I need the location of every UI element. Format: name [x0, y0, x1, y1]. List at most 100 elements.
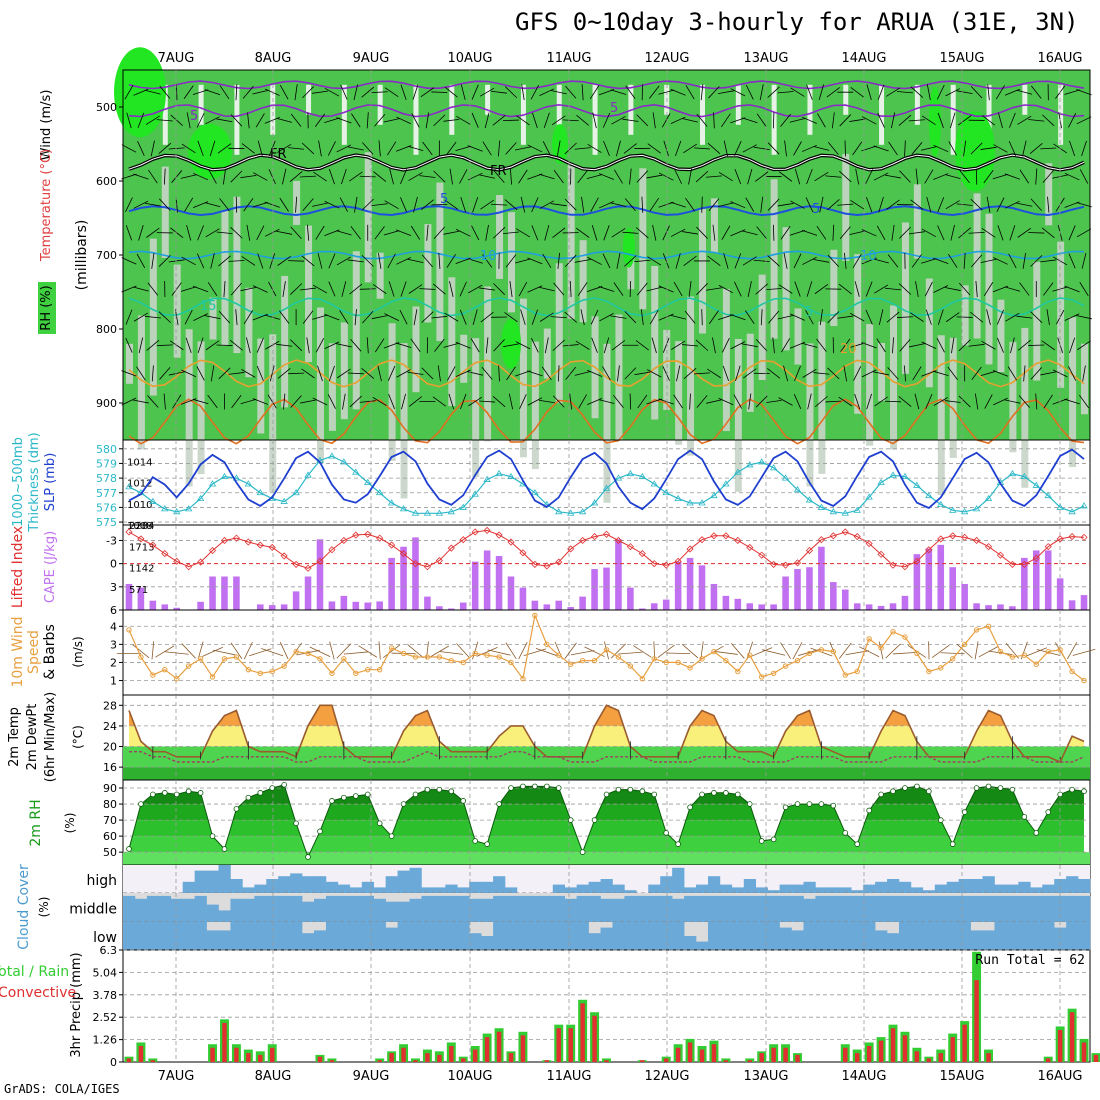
cloud-cover-bar [791, 930, 804, 950]
cloud-cover-bar [839, 887, 852, 893]
wind-barb [921, 341, 937, 350]
wind-barb [885, 174, 901, 179]
cape-bar [268, 605, 276, 610]
wind-barb [506, 366, 516, 381]
wind-barb [208, 169, 217, 184]
wind-barb [575, 340, 590, 350]
wind-barb [722, 365, 729, 382]
cloud-cover-bar [1006, 884, 1019, 893]
wind-barb [282, 281, 286, 298]
wind-barb [768, 310, 780, 324]
wind-barb [873, 371, 890, 376]
wind-barb [730, 341, 746, 350]
thickness-point [614, 474, 623, 481]
wind-barb [383, 230, 400, 236]
wind-barb [1076, 228, 1092, 238]
wind-barb [886, 87, 901, 97]
wind10m-barb [358, 645, 378, 658]
wind-barb [138, 225, 144, 241]
wind-barb [839, 114, 852, 127]
wind-barb [742, 144, 758, 153]
cape-bar [448, 608, 455, 610]
wind-barb [794, 168, 801, 185]
rh-dry-patch [161, 166, 169, 258]
cape-bar [770, 604, 777, 610]
wind-barb [839, 170, 852, 183]
wind-barb [815, 396, 828, 407]
wind-barb [241, 256, 256, 266]
wind-barb [755, 171, 769, 182]
wind-barb [121, 257, 137, 265]
contour-label: 10 [480, 249, 497, 264]
wind-barb [256, 337, 264, 353]
li-point [746, 543, 754, 551]
wind-barb [159, 367, 171, 380]
wind-barb [312, 90, 328, 94]
wind-barb [247, 112, 250, 129]
wind-barb [806, 84, 813, 100]
thickness-point [447, 508, 456, 515]
wind-barb [268, 281, 277, 297]
wind-barb [468, 396, 483, 407]
cloud-cover-bar [230, 879, 243, 893]
run-total-label: Run Total = 62 [975, 953, 1085, 968]
wind-barb [968, 343, 985, 347]
wind-barb [433, 114, 446, 127]
wind-barb [827, 141, 839, 155]
wind-barb [288, 372, 305, 375]
wind-barb [366, 112, 369, 129]
wind-barb [670, 314, 686, 320]
thickness-point [734, 468, 742, 475]
rh2m-point [520, 783, 526, 790]
thickness-point [352, 468, 360, 475]
wind-barb [814, 171, 829, 182]
cape-bar [257, 604, 264, 610]
wind10m-barb [956, 643, 973, 659]
cape-bar [388, 557, 395, 610]
wind-barb [705, 175, 722, 178]
wind-barb [602, 366, 611, 381]
dewpt-line [129, 750, 1085, 763]
cape-bar [818, 546, 825, 610]
pressure-tick-label: 600 [96, 175, 117, 188]
li-point [674, 557, 682, 565]
wind-barb [312, 284, 328, 294]
wind-barb [696, 226, 708, 239]
wind-barb [1005, 312, 1020, 322]
wind-barb [873, 172, 889, 181]
cape-bar [662, 599, 670, 610]
wind10m-barb [439, 651, 464, 655]
wind-barb [701, 196, 703, 213]
wind-barb [640, 309, 644, 326]
cape-bar [639, 608, 646, 610]
wind-barb [235, 84, 238, 101]
wind-barb [400, 281, 407, 297]
precip-convective-bar [1057, 1030, 1063, 1062]
wind10m-point [174, 676, 180, 682]
rh-dry-patch [1057, 241, 1065, 388]
cape-bar [997, 604, 1004, 610]
rh-dry-patch [735, 84, 741, 125]
wind10m-point [376, 666, 383, 673]
wind-barb [197, 225, 204, 241]
wind10m-point [747, 652, 753, 658]
wind10m-barb [714, 650, 738, 655]
wind10m-barb [618, 651, 643, 655]
li-point [937, 535, 945, 543]
wind-barb [598, 286, 615, 292]
wind-barb [516, 115, 530, 126]
wind-barb [767, 142, 780, 155]
wind-barb [956, 90, 973, 94]
wind-barb [413, 309, 418, 326]
cloud-cover-bar [421, 922, 434, 950]
precip-convective-bar [962, 1024, 967, 1062]
cloud-cover-bar [779, 895, 792, 922]
li-point [877, 550, 885, 558]
wind10m-point [567, 661, 574, 667]
rh2m-point [126, 846, 132, 852]
wind-barb [983, 169, 994, 184]
wind-barb [611, 340, 626, 351]
wind-barb [996, 337, 1004, 353]
rh2m-point [830, 802, 837, 809]
precip-convective-bar [234, 1047, 239, 1062]
